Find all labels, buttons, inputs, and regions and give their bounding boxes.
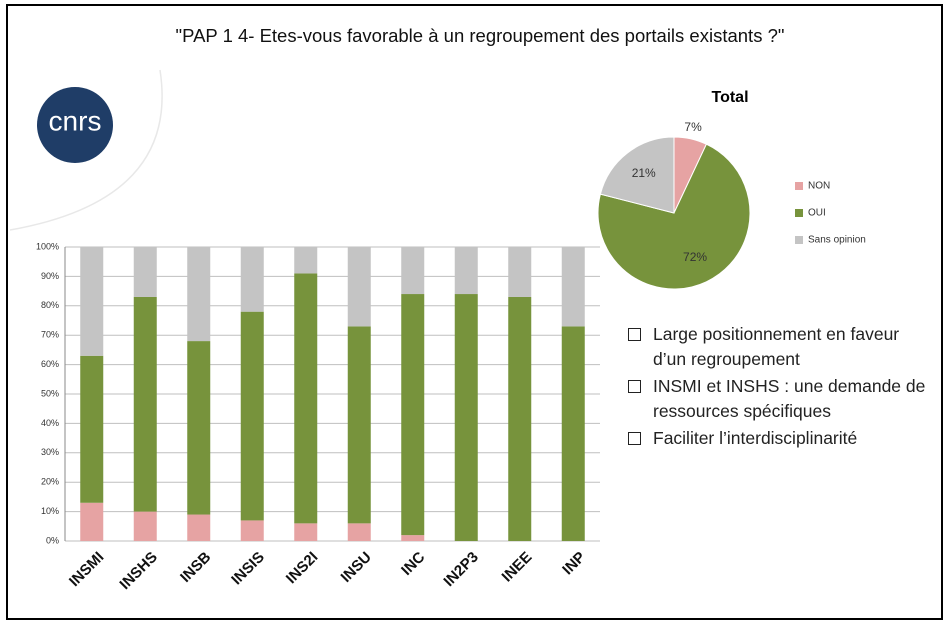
decor-curve: [9, 69, 163, 231]
y-tick-label: 30%: [41, 447, 59, 457]
bar-segment: [240, 520, 264, 541]
y-tick-label: 10%: [41, 506, 59, 516]
bar-segment: [401, 535, 425, 541]
x-tick-label: INC: [398, 549, 428, 579]
pie-title: Total: [711, 89, 748, 106]
bar-segment: [294, 247, 318, 274]
bullet: Large positionnement en faveur d’un regr…: [628, 322, 928, 372]
bar-segment: [347, 326, 371, 524]
bullet-box: [628, 380, 641, 393]
x-tick-label: INSHS: [116, 549, 160, 593]
x-tick-label: IN2P3: [440, 549, 482, 591]
bar-segment: [80, 355, 104, 503]
bar-segment: [294, 523, 318, 541]
bar-segment: [80, 247, 104, 356]
bar-segment: [508, 296, 532, 541]
bar-segment: [561, 247, 585, 327]
y-tick-label: 40%: [41, 418, 59, 428]
y-tick-label: 50%: [41, 388, 59, 398]
pie-value-label: 7%: [684, 120, 702, 134]
bar-segment: [133, 296, 157, 512]
x-tick-label: INEE: [499, 549, 536, 586]
bullet-box: [628, 328, 641, 341]
bar-segment: [187, 514, 211, 541]
bar-segment: [187, 247, 211, 342]
y-tick-label: 70%: [41, 330, 59, 340]
x-tick-label: INSIS: [228, 549, 268, 589]
y-tick-label: 80%: [41, 300, 59, 310]
bar-segment: [133, 511, 157, 541]
slide-border: [6, 4, 943, 620]
bullet: INSMI et INSHS : une demande de ressourc…: [628, 374, 928, 424]
legend-label: OUI: [808, 208, 826, 219]
x-tick-label: INP: [559, 549, 589, 579]
slide-title: "PAP 1 4- Etes-vous favorable à un regro…: [176, 25, 785, 46]
bar-segment: [454, 294, 478, 541]
pie-value-label: 72%: [683, 250, 707, 264]
bar-segment: [508, 247, 532, 297]
bar-segment: [133, 247, 157, 297]
pie-slice: [597, 143, 751, 290]
bar-segment: [240, 311, 264, 521]
bullet-text: Large positionnement en faveur d’un regr…: [653, 324, 900, 369]
legend-swatch: [795, 236, 803, 244]
x-tick-label: INSU: [338, 549, 375, 586]
bar-segment: [347, 523, 371, 541]
logo: cnrs: [49, 105, 102, 136]
x-tick-label: INSB: [177, 549, 214, 586]
legend-swatch: [795, 182, 803, 190]
bar-segment: [347, 247, 371, 327]
bar-segment: [294, 273, 318, 524]
pie-slice: [599, 136, 675, 214]
bar-segment: [561, 326, 585, 541]
bar-segment: [401, 294, 425, 536]
y-tick-label: 90%: [41, 271, 59, 281]
x-tick-label: INSMI: [66, 549, 107, 590]
bar-segment: [187, 341, 211, 515]
bullet-text: Faciliter l’interdisciplinarité: [653, 428, 858, 448]
bar-segment: [80, 502, 104, 541]
legend-label: Sans opinion: [808, 235, 866, 246]
pie-value-label: 21%: [632, 166, 656, 180]
y-tick-label: 60%: [41, 359, 59, 369]
bullet-list: Large positionnement en faveur d’un regr…: [628, 322, 928, 453]
bar-segment: [454, 247, 478, 295]
bullet-box: [628, 432, 641, 445]
bullet: Faciliter l’interdisciplinarité: [628, 426, 928, 451]
legend-swatch: [795, 209, 803, 217]
logo-circle: [37, 87, 113, 163]
bullet-text: INSMI et INSHS : une demande de ressourc…: [653, 376, 926, 421]
bar-segment: [240, 247, 264, 312]
y-tick-label: 0%: [46, 535, 59, 545]
legend-label: NON: [808, 181, 830, 192]
y-tick-label: 20%: [41, 477, 59, 487]
x-tick-label: INS2I: [283, 549, 322, 588]
bar-segment: [401, 247, 425, 295]
y-tick-label: 100%: [36, 241, 59, 251]
